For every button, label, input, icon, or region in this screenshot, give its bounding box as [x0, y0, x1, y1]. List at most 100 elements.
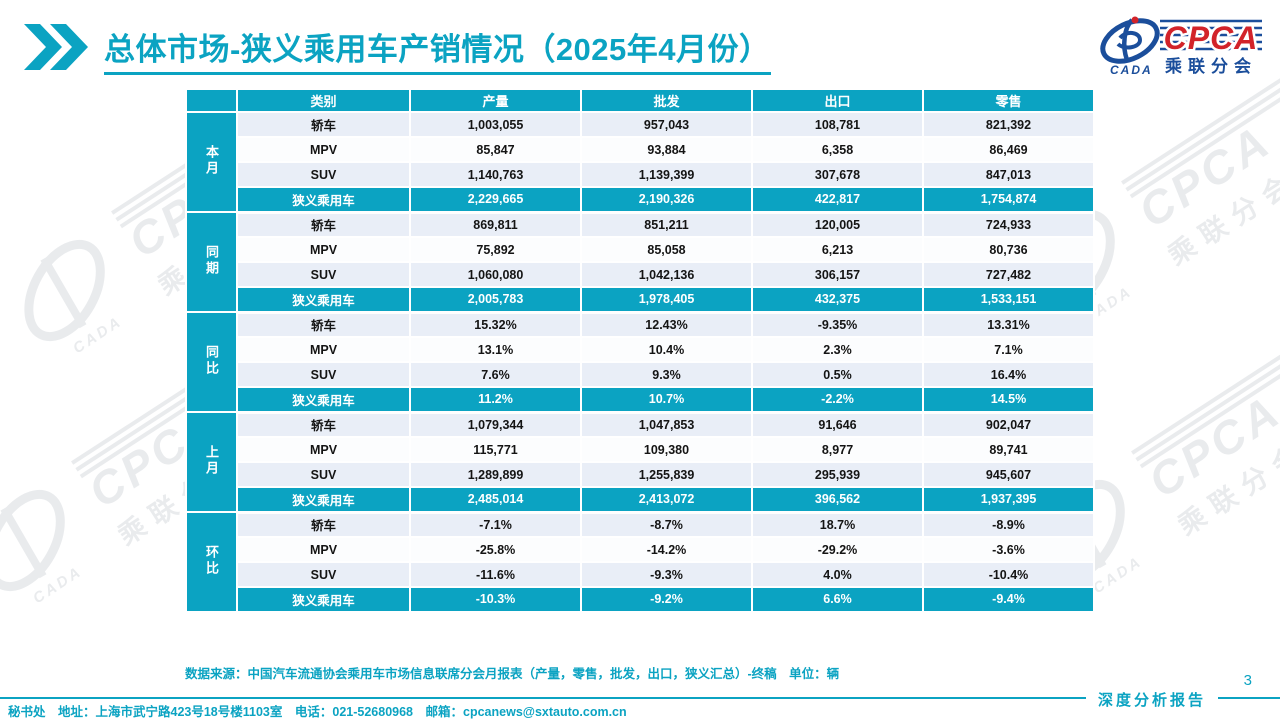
value-cell: 1,289,899: [409, 461, 582, 488]
value-cell: 13.31%: [922, 311, 1095, 338]
value-cell: 6,358: [751, 136, 924, 163]
category-cell: 狭义乘用车: [236, 586, 411, 614]
table-row: MPV 115,771 109,380 8,977 89,741: [186, 436, 1095, 463]
value-cell: 957,043: [580, 111, 753, 138]
value-cell: 1,042,136: [580, 261, 753, 288]
value-cell: 821,392: [922, 111, 1095, 138]
data-source-note: 数据来源：中国汽车流通协会乘用车市场信息联席分会月报表（产量，零售，批发，出口，…: [185, 667, 840, 681]
group-label-text: 上月: [204, 444, 219, 477]
category-cell: 狭义乘用车: [236, 486, 411, 514]
watermark-cn-text: 乘联分会: [1172, 435, 1280, 542]
svg-text:CPCA: CPCA: [1164, 20, 1259, 56]
table-row: SUV 7.6% 9.3% 0.5% 16.4%: [186, 361, 1095, 388]
table-row: 同比 轿车 15.32% 12.43% -9.35% 13.31%: [185, 311, 1095, 413]
value-cell: 9.3%: [580, 361, 753, 388]
column-header-0: 类别: [236, 88, 411, 113]
value-cell: 2,229,665: [409, 186, 582, 214]
value-cell: -25.8%: [409, 536, 582, 563]
value-cell: -7.1%: [409, 511, 582, 538]
value-cell: 7.6%: [409, 361, 582, 388]
table-row: SUV 1,060,080 1,042,136 306,157 727,482: [186, 261, 1095, 288]
group-label-text: 环比: [204, 544, 219, 577]
value-cell: 902,047: [922, 411, 1095, 438]
value-cell: 422,817: [751, 186, 924, 214]
value-cell: 1,937,395: [922, 486, 1095, 514]
page-title: 总体市场-狭义乘用车产销情况（2025年4月份）: [104, 24, 771, 75]
category-cell: SUV: [236, 161, 411, 188]
value-cell: 2,190,326: [580, 186, 753, 214]
value-cell: 307,678: [751, 161, 924, 188]
table-row: MPV 75,892 85,058 6,213 80,736: [186, 236, 1095, 263]
category-cell: 轿车: [236, 111, 411, 138]
value-cell: 1,533,151: [922, 286, 1095, 314]
svg-text:CADA: CADA: [1090, 553, 1146, 597]
watermark-cpca-text: CPCA: [1139, 384, 1280, 508]
category-cell: MPV: [236, 136, 411, 163]
value-cell: 14.5%: [922, 386, 1095, 414]
value-cell: 724,933: [922, 211, 1095, 238]
category-cell: 狭义乘用车: [236, 386, 411, 414]
value-cell: 1,003,055: [409, 111, 582, 138]
category-cell: MPV: [236, 336, 411, 363]
table-row: MPV 85,847 93,884 6,358 86,469: [186, 136, 1095, 163]
value-cell: 4.0%: [751, 561, 924, 588]
group-label-0: 本月: [185, 111, 238, 213]
value-cell: 6,213: [751, 236, 924, 263]
value-cell: 85,058: [580, 236, 753, 263]
value-cell: 89,741: [922, 436, 1095, 463]
value-cell: 80,736: [922, 236, 1095, 263]
value-cell: -9.3%: [580, 561, 753, 588]
cada-swoosh-watermark-icon: CADA: [0, 489, 86, 607]
value-cell: 10.4%: [580, 336, 753, 363]
value-cell: 85,847: [409, 136, 582, 163]
value-cell: 306,157: [751, 261, 924, 288]
category-cell: SUV: [236, 561, 411, 588]
value-cell: 1,255,839: [580, 461, 753, 488]
group-label-2: 同比: [185, 311, 238, 413]
value-cell: 2,413,072: [580, 486, 753, 514]
column-header-1: 产量: [409, 88, 582, 113]
svg-text:CADA: CADA: [70, 313, 126, 357]
category-cell: 狭义乘用车: [236, 186, 411, 214]
table-row: 狭义乘用车 2,229,665 2,190,326 422,817 1,754,874: [186, 186, 1095, 214]
table-row: 狭义乘用车 2,005,783 1,978,405 432,375 1,533,151: [186, 286, 1095, 314]
value-cell: 396,562: [751, 486, 924, 514]
value-cell: 1,139,399: [580, 161, 753, 188]
value-cell: 6.6%: [751, 586, 924, 614]
value-cell: 945,607: [922, 461, 1095, 488]
value-cell: 1,140,763: [409, 161, 582, 188]
column-header-4: 零售: [922, 88, 1095, 113]
value-cell: 16.4%: [922, 361, 1095, 388]
value-cell: 115,771: [409, 436, 582, 463]
value-cell: 75,892: [409, 236, 582, 263]
value-cell: 1,754,874: [922, 186, 1095, 214]
table-row: 狭义乘用车 -10.3% -9.2% 6.6% -9.4%: [186, 586, 1095, 614]
value-cell: 10.7%: [580, 386, 753, 414]
double-chevron-icon: [24, 24, 88, 70]
value-cell: 847,013: [922, 161, 1095, 188]
value-cell: 727,482: [922, 261, 1095, 288]
value-cell: -3.6%: [922, 536, 1095, 563]
report-type-label: 深度分析报告: [1085, 689, 1218, 710]
category-cell: SUV: [236, 361, 411, 388]
table-row: SUV 1,289,899 1,255,839 295,939 945,607: [186, 461, 1095, 488]
value-cell: -2.2%: [751, 386, 924, 414]
value-cell: -9.2%: [580, 586, 753, 614]
value-cell: 295,939: [751, 461, 924, 488]
category-cell: 轿车: [236, 311, 411, 338]
category-cell: 狭义乘用车: [236, 286, 411, 314]
corner-cell: [185, 88, 238, 113]
value-cell: 1,047,853: [580, 411, 753, 438]
group-label-text: 本月: [204, 144, 219, 177]
value-cell: -8.7%: [580, 511, 753, 538]
table-row: SUV 1,140,763 1,139,399 307,678 847,013: [186, 161, 1095, 188]
value-cell: -9.4%: [922, 586, 1095, 614]
value-cell: 1,079,344: [409, 411, 582, 438]
value-cell: 2,005,783: [409, 286, 582, 314]
category-cell: 轿车: [236, 411, 411, 438]
table-row: 同期 轿车 869,811 851,211 120,005 724,933: [185, 211, 1095, 313]
table-body: 本月 轿车 1,003,055 957,043 108,781 821,392 MPV 85,…: [185, 111, 1095, 614]
group-label-3: 上月: [185, 411, 238, 513]
value-cell: 91,646: [751, 411, 924, 438]
value-cell: -10.4%: [922, 561, 1095, 588]
